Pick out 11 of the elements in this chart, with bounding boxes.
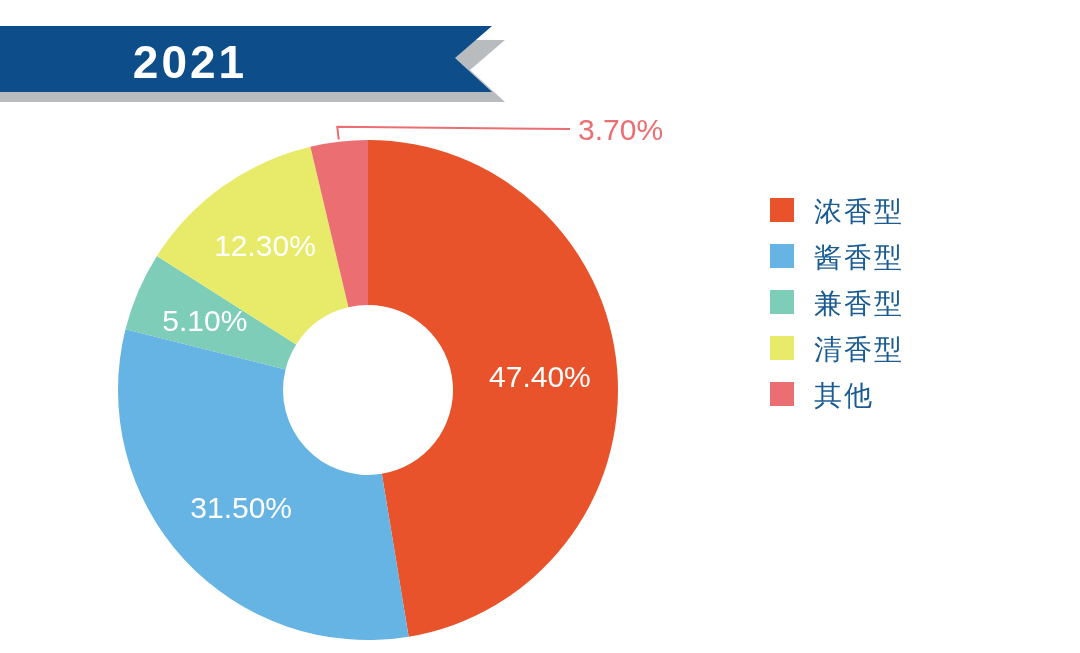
legend-label: 酱香型 [814,242,904,273]
legend-label: 浓香型 [814,196,904,227]
legend-label: 其他 [814,380,874,411]
data-label: 47.40% [489,359,591,393]
legend-label: 兼香型 [814,288,904,319]
data-label: 31.50% [190,490,293,524]
data-label: 3.70% [578,113,664,146]
data-label: 12.30% [214,229,316,263]
data-label: 5.10% [162,304,248,338]
legend-label: 清香型 [814,334,904,365]
chart-title: 2021 [132,36,248,88]
